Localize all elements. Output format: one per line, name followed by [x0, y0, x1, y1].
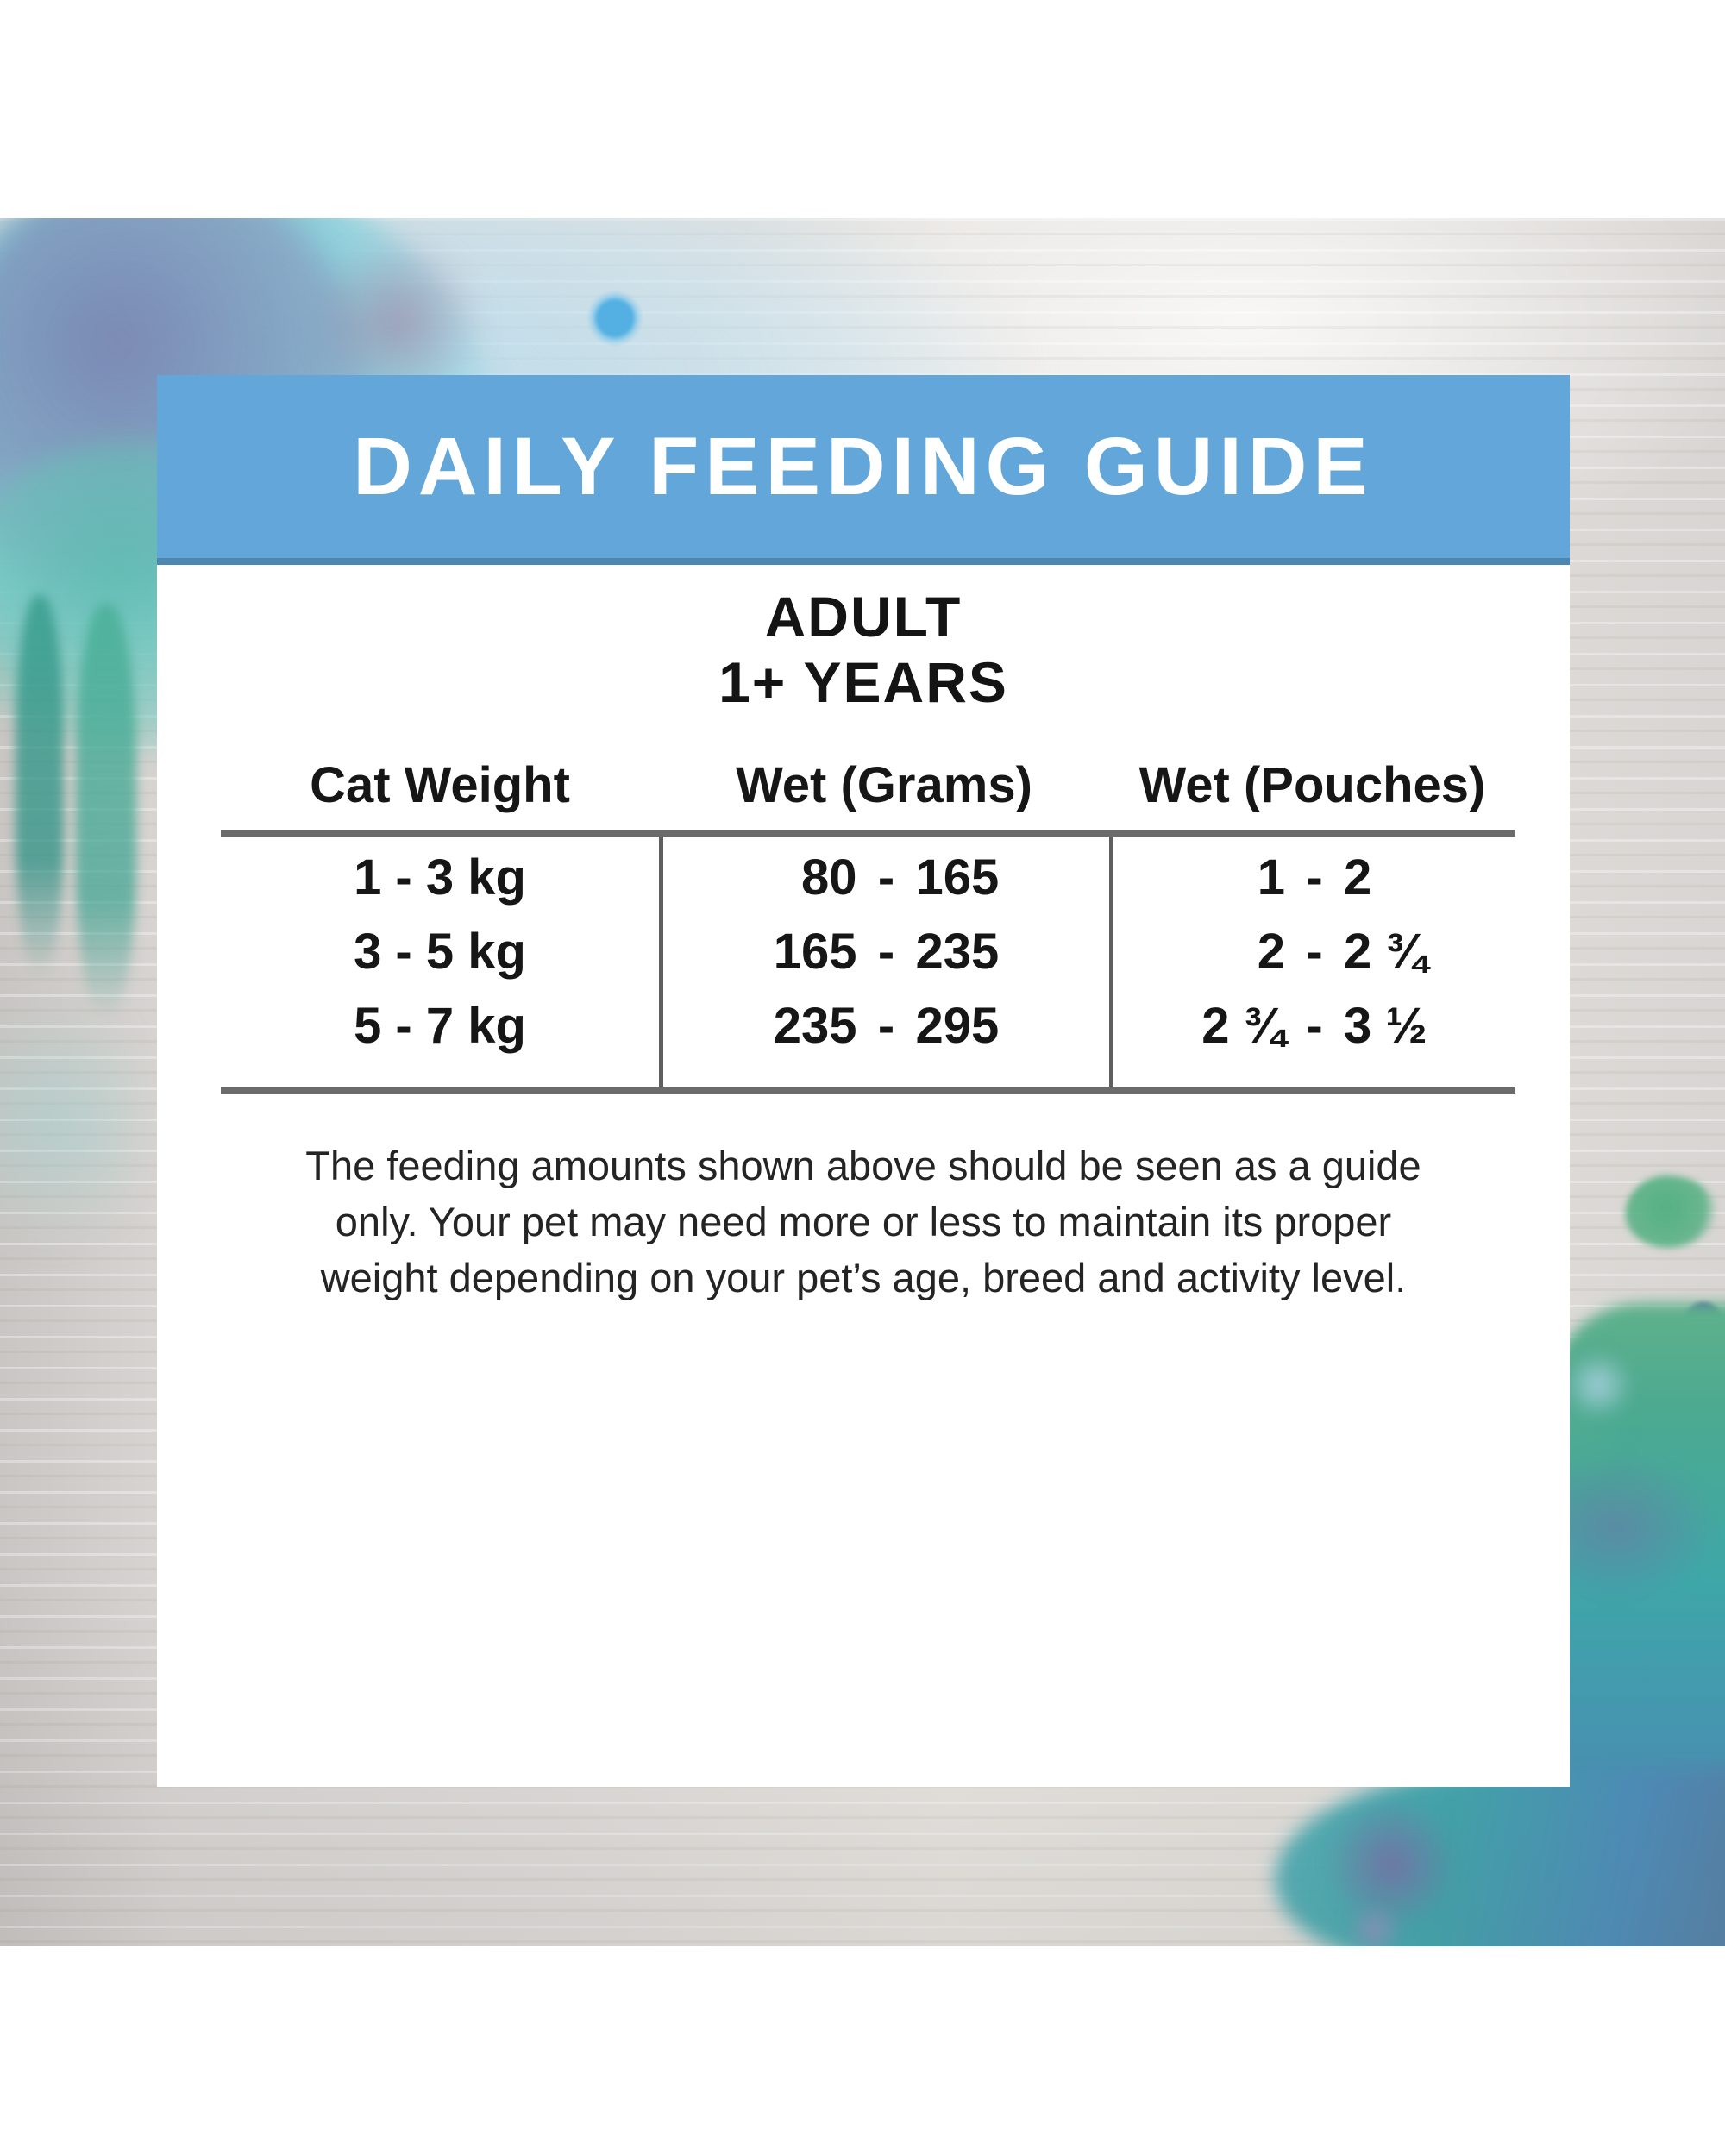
watercolor-mass-extension: [1275, 1769, 1725, 1946]
range-min: 235: [773, 997, 857, 1054]
range-max: 235: [915, 923, 1000, 980]
column-cat-weight: 1 - 3 kg 3 - 5 kg 5 - 7 kg: [221, 837, 659, 1087]
feeding-table-header-row: Cat Weight Wet (Grams) Wet (Pouches): [221, 756, 1515, 830]
watercolor-green-splotch-right: [1625, 1175, 1716, 1248]
pouches-range: 2 ¾ - 3 ½: [1113, 997, 1515, 1055]
range-min: 2 ¾: [1201, 997, 1285, 1054]
table-row-weight: 5 - 7 kg: [354, 997, 526, 1054]
column-header-cat-weight: Cat Weight: [310, 757, 570, 813]
table-row-weight: 1 - 3 kg: [354, 849, 526, 906]
range-min: 1: [1257, 849, 1285, 906]
range-dash: -: [1306, 923, 1323, 980]
column-header-wet-grams: Wet (Grams): [736, 757, 1032, 813]
disclaimer-line: only. Your pet may need more or less to …: [335, 1199, 1392, 1244]
pouches-range: 1 - 2: [1113, 849, 1515, 906]
watercolor-mass-bottom-right: [1549, 1303, 1725, 1946]
range-min: 165: [773, 923, 857, 980]
watercolor-blue-dot: [587, 291, 643, 346]
range-min: 2: [1257, 923, 1285, 980]
page-title: DAILY FEEDING GUIDE: [353, 420, 1374, 512]
range-max: 165: [915, 849, 1000, 906]
feeding-table-body: 1 - 3 kg 3 - 5 kg 5 - 7 kg 80 - 165: [221, 830, 1515, 1094]
feeding-disclaimer: The feeding amounts shown above should b…: [157, 1138, 1570, 1306]
column-header-wet-pouches: Wet (Pouches): [1138, 757, 1486, 813]
range-max: 3 ½: [1344, 997, 1427, 1054]
table-row-pouches: 2 ¾ - 3 ½: [1113, 988, 1515, 1062]
feeding-guide-card: DAILY FEEDING GUIDE ADULT 1+ YEARS Cat W…: [157, 375, 1570, 1787]
grams-range: 80 - 165: [663, 849, 1109, 906]
watercolor-drip: [76, 604, 136, 1018]
watercolor-lavender-dot: [1344, 1905, 1406, 1946]
range-dash: -: [877, 849, 895, 906]
table-row-grams: 80 - 165: [663, 840, 1109, 914]
watercolor-purple-patch: [1327, 1803, 1458, 1926]
watercolor-purple-dot-right: [1684, 1301, 1723, 1338]
disclaimer-line: weight depending on your pet’s age, bree…: [320, 1255, 1407, 1300]
grams-range: 165 - 235: [663, 923, 1109, 981]
column-wet-grams: 80 - 165 165 - 235 2: [659, 837, 1109, 1087]
table-row-grams: 235 - 295: [663, 988, 1109, 1062]
table-row-grams: 165 - 235: [663, 914, 1109, 988]
range-dash: -: [1306, 997, 1323, 1054]
watercolor-faint-left-wash: [0, 977, 138, 1270]
column-wet-pouches: 1 - 2 2 - 2 ¾ 2 ¾: [1109, 837, 1515, 1087]
table-row-weight: 3 - 5 kg: [354, 923, 526, 980]
range-max: 2: [1344, 849, 1372, 906]
pouches-range: 2 - 2 ¾: [1113, 923, 1515, 981]
watercolor-drip: [16, 595, 64, 975]
daily-feeding-guide-banner: DAILY FEEDING GUIDE: [157, 375, 1570, 565]
range-max: 2 ¾: [1344, 923, 1427, 980]
range-min: 80: [800, 849, 857, 906]
range-dash: -: [877, 923, 895, 980]
table-row-pouches: 2 - 2 ¾: [1113, 914, 1515, 988]
life-stage-heading: ADULT 1+ YEARS: [157, 584, 1570, 715]
range-dash: -: [1306, 849, 1323, 906]
life-stage-line2: 1+ YEARS: [718, 650, 1008, 714]
feeding-table: Cat Weight Wet (Grams) Wet (Pouches) 1 -…: [221, 756, 1515, 1094]
grams-range: 235 - 295: [663, 997, 1109, 1055]
table-row-pouches: 1 - 2: [1113, 840, 1515, 914]
life-stage-line1: ADULT: [764, 585, 963, 649]
range-max: 295: [915, 997, 1000, 1054]
watercolor-mass-highlight: [1559, 1355, 1637, 1415]
range-dash: -: [877, 997, 895, 1054]
disclaimer-line: The feeding amounts shown above should b…: [305, 1143, 1421, 1188]
